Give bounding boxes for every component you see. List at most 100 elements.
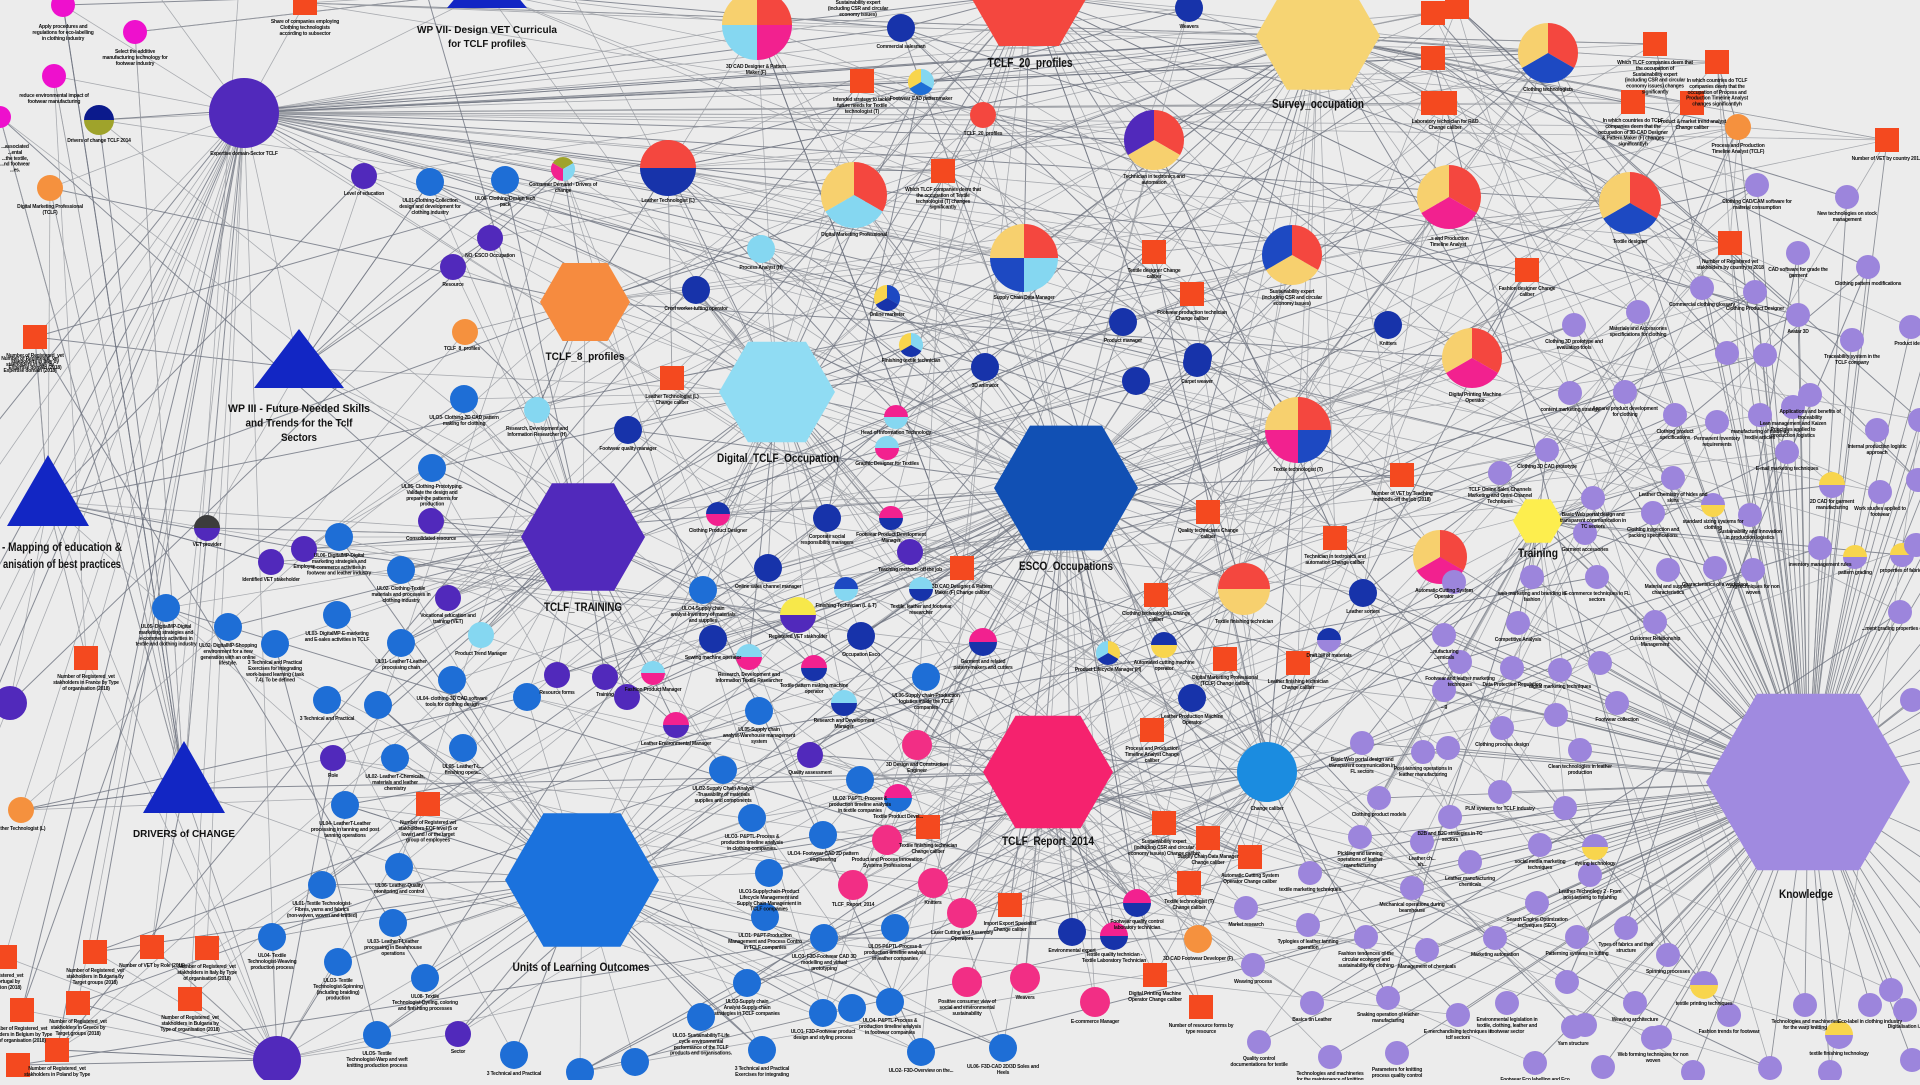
svg-text:Fashion Product Manager: Fashion Product Manager xyxy=(625,687,682,693)
svg-text:TCLF_20_profiles: TCLF_20_profiles xyxy=(988,56,1073,70)
svg-text:Clothing 3D CAD prototype: Clothing 3D CAD prototype xyxy=(1517,464,1577,470)
svg-text:Consolidated resource: Consolidated resource xyxy=(406,536,456,542)
svg-text:Process Analyst (H): Process Analyst (H) xyxy=(739,265,783,271)
svg-text:PLM systems for TCLF industry: PLM systems for TCLF industry xyxy=(1465,806,1535,812)
svg-text:Laboratory technician for R&DC: Laboratory technician for R&D Change cali… xyxy=(1412,119,1479,131)
svg-text:Knowledge: Knowledge xyxy=(1779,887,1833,901)
svg-text:Environmental legislation inte: Environmental legislation in textile, clo… xyxy=(1476,1017,1537,1035)
svg-text:Teaching methods-off the job: Teaching methods-off the job xyxy=(878,567,942,573)
svg-text:Training: Training xyxy=(1518,548,1558,560)
svg-text:textile printing techniques: textile printing techniques xyxy=(1676,1001,1733,1007)
svg-text:Digital Marketing Professional: Digital Marketing Professional xyxy=(821,232,887,238)
svg-text:Quality assessment: Quality assessment xyxy=(788,770,832,776)
svg-text:ESCO_Occupations: ESCO_Occupations xyxy=(1019,561,1113,573)
svg-text:...ment grading properties of: ...ment grading properties of fabri... xyxy=(1862,626,1920,632)
svg-text:Sustainability expert(includin: Sustainability expert (including CSR and … xyxy=(828,0,888,18)
svg-text:Role: Role xyxy=(328,773,338,779)
svg-text:Sustainability expert(includin: Sustainability expert (including CSR and … xyxy=(1262,289,1322,307)
svg-text:Weaving architecture: Weaving architecture xyxy=(1612,1017,1659,1023)
svg-text:Basics tin Leather: Basics tin Leather xyxy=(1292,1017,1332,1023)
svg-text:TCLF_20_profiles: TCLF_20_profiles xyxy=(964,131,1003,137)
svg-text:Web forming techniques for non: Web forming techniques for non woven xyxy=(1618,1052,1689,1064)
svg-text:...g: ...g xyxy=(1441,704,1448,710)
svg-text:ULO5-P&PTL-Process &production: ULO5-P&PTL-Process & production timeline … xyxy=(864,944,926,962)
svg-text:Patterning systems in tufting: Patterning systems in tufting xyxy=(1545,951,1608,957)
svg-text:Product and Process Innovation: Product and Process Innovation Systems Pr… xyxy=(852,857,923,869)
svg-text:Clothing Product Designer: Clothing Product Designer xyxy=(1726,306,1785,312)
svg-text:Clothing product models: Clothing product models xyxy=(1352,812,1407,818)
svg-text:Head of Information Technology: Head of Information Technology xyxy=(861,430,932,436)
svg-text:Leather Technologist (L)Change: Leather Technologist (L) Change caliber xyxy=(645,394,699,406)
svg-text:E-commerce Manager: E-commerce Manager xyxy=(1071,1019,1120,1025)
svg-text:Eco-label in clothing industry: Eco-label in clothing industry xyxy=(1838,1019,1902,1025)
svg-text:Sustainability expert(includin: Sustainability expert (including CSR and … xyxy=(1128,839,1200,857)
svg-text:TCLF_8_profiles: TCLF_8_profiles xyxy=(444,346,481,352)
svg-text:textile finishing technology: textile finishing technology xyxy=(1809,1051,1869,1057)
svg-text:ULO3- Clothing-2D CAD patternm: ULO3- Clothing-2D CAD pattern making for … xyxy=(429,415,499,427)
svg-text:Which TLCF companies deem that: Which TLCF companies deem that the occupa… xyxy=(1617,60,1693,96)
svg-text:Resource: Resource xyxy=(442,282,464,288)
svg-text:Competitive Analysis: Competitive Analysis xyxy=(1495,637,1542,643)
svg-text:Level of education: Level of education xyxy=(344,191,384,197)
svg-text:Commercial clothing glossary: Commercial clothing glossary xyxy=(1669,302,1735,308)
svg-text:Product Trend Manager: Product Trend Manager xyxy=(455,651,507,657)
svg-text:Which TLCF companies deem that: Which TLCF companies deem that the occupa… xyxy=(905,187,981,211)
svg-text:...ther Technologist (L): ...ther Technologist (L) xyxy=(0,826,46,832)
svg-text:Weaving process: Weaving process xyxy=(1234,979,1272,985)
svg-text:Leather Technologist (L): Leather Technologist (L) xyxy=(641,198,695,204)
svg-text:Textile pattern making machine: Textile pattern making machine operator xyxy=(780,683,849,695)
svg-text:TCLF_Report_2014: TCLF_Report_2014 xyxy=(1002,834,1094,848)
svg-text:VET provider: VET provider xyxy=(193,542,222,548)
svg-text:Digitalisation i...: Digitalisation i... xyxy=(1888,1024,1920,1030)
svg-text:Clothing pattern modifications: Clothing pattern modifications xyxy=(1835,281,1902,287)
svg-text:Expertise domain-Sector TCLF: Expertise domain-Sector TCLF xyxy=(210,151,278,157)
svg-text:Units of Learning Outcomes: Units of Learning Outcomes xyxy=(513,962,650,974)
svg-text:Footwear collection: Footwear collection xyxy=(1595,717,1638,723)
svg-text:Graphic Designer for Textiles: Graphic Designer for Textiles xyxy=(855,461,919,467)
svg-text:inventory management rules: inventory management rules xyxy=(1789,562,1852,568)
svg-text:reduce environmental impact of: reduce environmental impact of footwear m… xyxy=(19,93,89,105)
svg-text:ULO3- SustainabilityT-Lifecycl: ULO3- SustainabilityT-Life cycle environm… xyxy=(670,1033,733,1057)
svg-text:Number of VET by country 201..: Number of VET by country 201... xyxy=(1852,156,1920,162)
svg-text:TCLF_TRAINING: TCLF_TRAINING xyxy=(544,602,622,614)
svg-text:Finishing Technician (L & T): Finishing Technician (L & T) xyxy=(816,603,877,609)
